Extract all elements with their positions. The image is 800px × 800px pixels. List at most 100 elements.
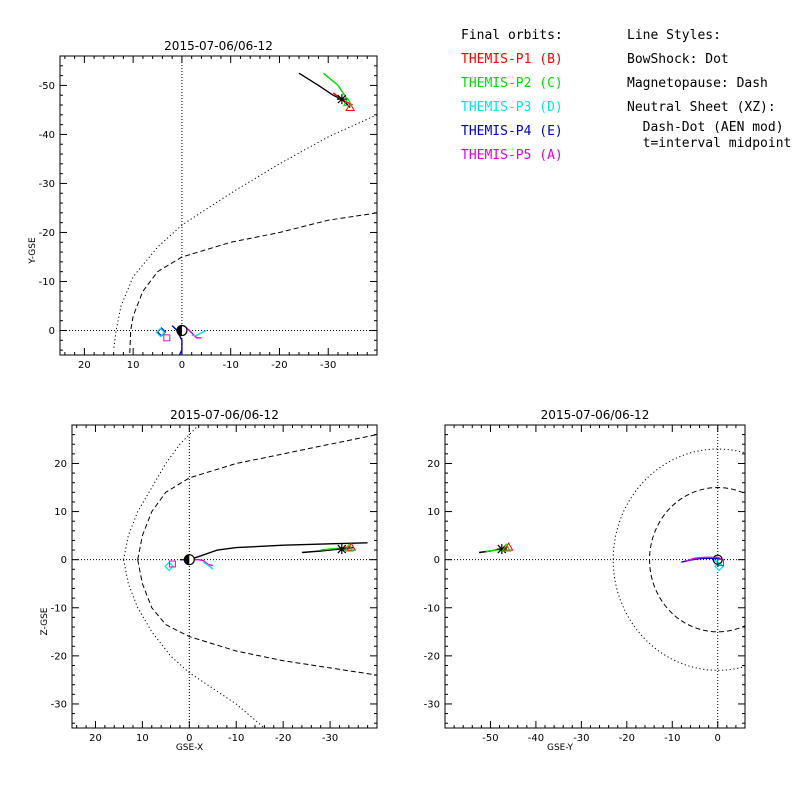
triangle-marker (342, 97, 353, 107)
style-line-neutral-sheet-mod: Dash-Dot (AEN mod) (627, 120, 784, 135)
orbit-line (203, 561, 214, 570)
plot-area (60, 56, 377, 355)
x-tick-label: -30 (320, 360, 336, 371)
x-tick-label: 20 (89, 733, 102, 744)
triangle-marker (345, 102, 356, 111)
panel-title: 2015-07-06/06-12 (170, 408, 279, 422)
y-tick-label: -30 (39, 179, 55, 190)
boundary-bowshock-top (123, 425, 200, 560)
earth-icon (712, 554, 723, 565)
x-tick-label: 20 (78, 360, 91, 371)
legend-styles: Line Styles: BowShock: Dot Magnetopause:… (627, 24, 791, 152)
x-tick-label: -10 (664, 733, 680, 744)
style-line-magnetopause: Magnetopause: Dash (627, 76, 768, 91)
triangle-marker (503, 542, 514, 551)
x-tick-label: -40 (528, 733, 544, 744)
y-tick-label: 10 (54, 507, 67, 518)
plot-frame (71, 424, 378, 729)
x-tick-label: 0 (186, 733, 192, 744)
x-axis-label: GSE-Y (547, 743, 574, 753)
style-line-midpoint: t=interval midpoint (627, 136, 792, 151)
legend-item-p1: THEMIS-P1 (B) (461, 52, 563, 67)
boundary-magnetopause (649, 487, 745, 633)
y-axis-label: Y-GSE (28, 237, 38, 265)
triangle-marker (343, 543, 354, 552)
plot-area (445, 425, 745, 728)
boundary-magnetopause (129, 212, 377, 355)
asterisk-marker (336, 94, 347, 105)
panel-title: 2015-07-06/06-12 (541, 408, 650, 422)
diamond-marker (155, 327, 166, 338)
orbit-line (189, 542, 368, 561)
asterisk-stroke (337, 544, 347, 554)
diamond-marker (164, 561, 174, 572)
earth-night-side (176, 325, 182, 336)
triangle-marker (501, 543, 512, 552)
x-tick-label: -20 (619, 733, 635, 744)
y-tick-label: -10 (39, 277, 55, 288)
boundary-magnetopause-bottom (137, 559, 377, 676)
legend-styles-heading: Line Styles: (627, 28, 721, 43)
x-axis-label: GSE-X (176, 743, 203, 753)
orbit-line (322, 72, 349, 101)
x-tick-label: -10 (223, 360, 239, 371)
y-tick-label: 20 (54, 459, 67, 470)
plot-frame (444, 424, 746, 729)
orbit-line (171, 325, 183, 355)
y-tick-label: -10 (51, 603, 67, 614)
earth-icon (183, 554, 195, 566)
y-tick-label: 0 (61, 555, 67, 566)
square-marker (163, 334, 171, 342)
x-tick-label: -50 (482, 733, 498, 744)
y-tick-label: 0 (49, 326, 55, 337)
square-marker (168, 560, 176, 568)
asterisk-stroke (337, 94, 347, 104)
style-line-neutral-sheet: Neutral Sheet (XZ): (627, 100, 776, 115)
orbit-line (298, 72, 351, 108)
x-tick-label: -10 (228, 733, 244, 744)
y-tick-label: 20 (427, 459, 440, 470)
x-tick-label: -20 (271, 360, 287, 371)
panel-xz: 2015-07-06/06-12 20 10 0 -10 -20 -30 20 10 0 -10 -2… (40, 408, 378, 753)
orbit-line (685, 556, 723, 562)
y-tick-label: -30 (51, 699, 67, 710)
panel-title: 2015-07-06/06-12 (164, 39, 273, 53)
x-tick-label: 10 (136, 733, 149, 744)
legend-item-p5: THEMIS-P5 (A) (461, 148, 563, 163)
y-tick-label: -50 (39, 81, 55, 92)
x-tick-label: -30 (322, 733, 338, 744)
legend-item-p2: THEMIS-P2 (C) (461, 76, 563, 91)
panel-xy: 2015-07-06/06-12 20 10 0 -10 -20 -30 0 -10 -20 -30… (28, 39, 378, 371)
orbit-line (191, 329, 207, 337)
y-tick-label: -20 (424, 651, 440, 662)
asterisk-marker (336, 544, 347, 555)
earth-icon (176, 324, 188, 337)
style-line-bowshock: BowShock: Dot (627, 52, 729, 67)
y-axis-label: Z-GSE (40, 607, 50, 635)
legend-item-p4: THEMIS-P4 (E) (461, 124, 563, 139)
boundary-magnetopause-top (137, 434, 377, 560)
y-tick-label: 10 (427, 507, 440, 518)
x-tick-label: 0 (179, 360, 185, 371)
x-tick-label: 10 (127, 360, 140, 371)
plot-frame (59, 55, 378, 356)
y-tick-label: -20 (51, 651, 67, 662)
square-marker (716, 559, 724, 567)
x-tick-label: -20 (275, 733, 291, 744)
y-tick-label: -20 (39, 228, 55, 239)
boundary-bowshock-bottom (123, 559, 265, 728)
y-tick-label: -30 (424, 699, 440, 710)
y-tick-label: -10 (424, 603, 440, 614)
earth-night-side (184, 554, 190, 565)
legend-item-p3: THEMIS-P3 (D) (461, 100, 563, 115)
plot-area (72, 425, 377, 728)
legend-orbits-heading: Final orbits: (461, 28, 563, 43)
y-tick-label: -40 (39, 130, 55, 141)
x-tick-label: 0 (715, 733, 721, 744)
legend-orbits: Final orbits: THEMIS-P1 (B) THEMIS-P2 (C… (461, 24, 563, 168)
triangle-marker (346, 542, 357, 551)
boundary-bowshock (612, 448, 745, 671)
x-tick-label: -30 (573, 733, 589, 744)
y-tick-label: 0 (434, 555, 440, 566)
